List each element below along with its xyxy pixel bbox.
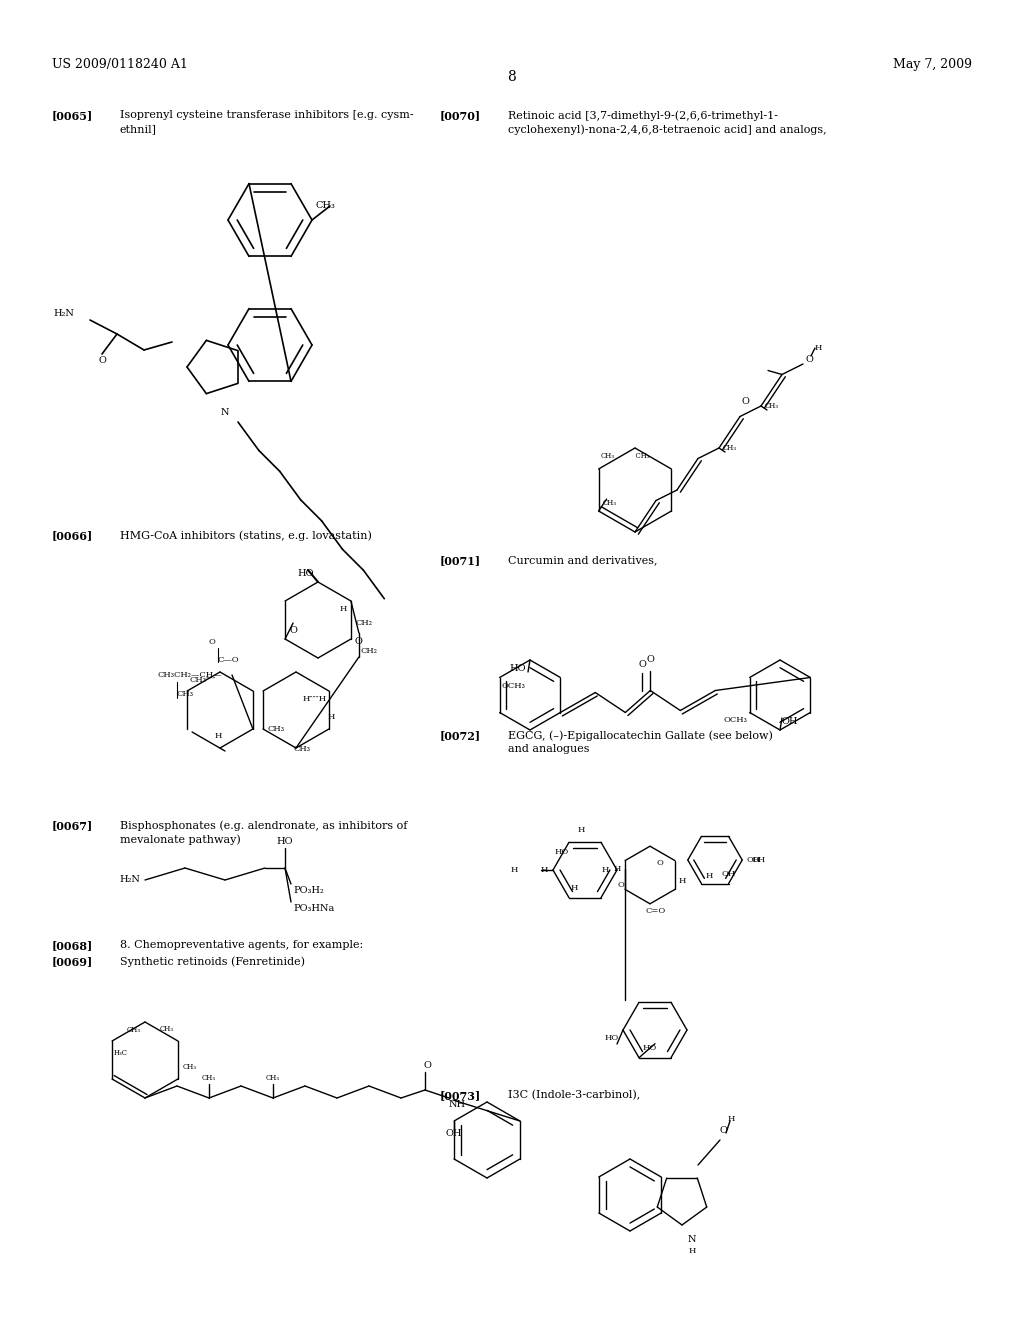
Text: O: O — [638, 660, 646, 669]
Text: N: N — [221, 408, 229, 417]
Text: EGCG, (–)-Epigallocatechin Gallate (see below): EGCG, (–)-Epigallocatechin Gallate (see … — [508, 730, 773, 741]
Text: O: O — [617, 880, 625, 888]
Text: 8: 8 — [508, 70, 516, 84]
Text: OH: OH — [782, 717, 799, 726]
Text: O: O — [98, 356, 105, 366]
Text: cyclohexenyl)-nona-2,4,6,8-tetraenoic acid] and analogs,: cyclohexenyl)-nona-2,4,6,8-tetraenoic ac… — [508, 124, 826, 135]
Text: N: N — [688, 1236, 696, 1243]
Text: CH₃: CH₃ — [266, 1074, 280, 1082]
Text: OCH₃: OCH₃ — [502, 681, 525, 689]
Text: [0065]: [0065] — [52, 110, 93, 121]
Text: H₂N: H₂N — [119, 875, 140, 884]
Text: [0066]: [0066] — [52, 531, 93, 541]
Text: H: H — [688, 1247, 695, 1255]
Text: OH: OH — [445, 1129, 463, 1138]
Text: H: H — [214, 733, 221, 741]
Text: PO₃H₂: PO₃H₂ — [293, 886, 324, 895]
Text: [0071]: [0071] — [440, 554, 481, 566]
Text: CH₃: CH₃ — [127, 1026, 141, 1034]
Text: O: O — [289, 626, 297, 635]
Text: OCH₃: OCH₃ — [724, 717, 748, 725]
Text: H″″″H: H″″″H — [303, 696, 327, 704]
Text: Curcumin and derivatives,: Curcumin and derivatives, — [508, 554, 657, 565]
Text: [0069]: [0069] — [52, 956, 93, 968]
Text: [0072]: [0072] — [440, 730, 481, 741]
Text: H: H — [602, 866, 609, 874]
Text: CH₃: CH₃ — [160, 1026, 174, 1034]
Text: May 7, 2009: May 7, 2009 — [893, 58, 972, 71]
Text: CH₃: CH₃ — [601, 451, 615, 459]
Text: HO: HO — [510, 664, 526, 673]
Text: CH₃: CH₃ — [603, 499, 616, 507]
Text: CH₃: CH₃ — [631, 451, 649, 459]
Text: [0070]: [0070] — [440, 110, 481, 121]
Text: H: H — [613, 865, 622, 873]
Text: C=O: C=O — [645, 907, 666, 915]
Text: H: H — [728, 1115, 735, 1123]
Text: H: H — [578, 826, 585, 834]
Text: Retinoic acid [3,7-dimethyl-9-(2,6,6-trimethyl-1-: Retinoic acid [3,7-dimethyl-9-(2,6,6-tri… — [508, 110, 778, 120]
Text: [0068]: [0068] — [52, 940, 93, 950]
Text: CH₃: CH₃ — [176, 690, 194, 698]
Text: CH₂: CH₂ — [360, 647, 378, 655]
Text: H: H — [340, 605, 347, 612]
Text: mevalonate pathway): mevalonate pathway) — [120, 834, 241, 845]
Text: HO: HO — [555, 849, 569, 857]
Text: OH: OH — [722, 870, 735, 878]
Text: CH₃: CH₃ — [316, 201, 336, 210]
Text: CH₃: CH₃ — [765, 403, 779, 411]
Text: H: H — [679, 878, 686, 886]
Text: CH₃: CH₃ — [293, 744, 310, 752]
Text: CH₂: CH₂ — [356, 619, 373, 627]
Text: O: O — [646, 656, 654, 664]
Text: [0067]: [0067] — [52, 820, 93, 832]
Text: H: H — [571, 883, 579, 892]
Text: HMG-CoA inhibitors (statins, e.g. lovastatin): HMG-CoA inhibitors (statins, e.g. lovast… — [120, 531, 372, 541]
Text: US 2009/0118240 A1: US 2009/0118240 A1 — [52, 58, 187, 71]
Text: H₂N: H₂N — [53, 309, 74, 318]
Text: H: H — [706, 871, 713, 879]
Text: HO: HO — [643, 1044, 657, 1052]
Text: O: O — [805, 355, 813, 364]
Text: Synthetic retinoids (Fenretinide): Synthetic retinoids (Fenretinide) — [120, 956, 305, 966]
Text: H: H — [815, 345, 822, 352]
Text: H: H — [511, 866, 518, 874]
Text: CH₃: CH₃ — [723, 444, 737, 451]
Text: O: O — [423, 1061, 431, 1071]
Text: H: H — [328, 713, 335, 721]
Text: NH: NH — [449, 1100, 466, 1109]
Text: HO: HO — [298, 569, 314, 578]
Text: O: O — [720, 1126, 728, 1135]
Text: O: O — [741, 397, 749, 407]
Text: PO₃HNa: PO₃HNa — [293, 904, 334, 913]
Text: CH₃: CH₃ — [202, 1074, 216, 1082]
Text: ethnil]: ethnil] — [120, 124, 157, 135]
Text: CH₃: CH₃ — [267, 725, 284, 733]
Text: HO: HO — [605, 1034, 618, 1041]
Text: and analogues: and analogues — [508, 744, 590, 754]
Text: CH₃CH₂—CH—: CH₃CH₂—CH— — [158, 671, 222, 678]
Text: C—O: C—O — [218, 656, 240, 664]
Text: O: O — [355, 636, 362, 645]
Text: [0073]: [0073] — [440, 1090, 481, 1101]
Text: Isoprenyl cysteine transferase inhibitors [e.g. cysm-: Isoprenyl cysteine transferase inhibitor… — [120, 110, 414, 120]
Text: O: O — [209, 638, 215, 645]
Text: O: O — [656, 858, 663, 867]
Text: Bisphosphonates (e.g. alendronate, as inhibitors of: Bisphosphonates (e.g. alendronate, as in… — [120, 820, 408, 830]
Text: CH₃: CH₃ — [183, 1063, 197, 1071]
Text: OH: OH — [746, 855, 761, 865]
Text: I3C (Indole-3-carbinol),: I3C (Indole-3-carbinol), — [508, 1090, 640, 1101]
Text: HO: HO — [276, 837, 293, 846]
Text: OH: OH — [752, 855, 766, 865]
Text: H₃C: H₃C — [114, 1049, 128, 1057]
Text: H: H — [541, 866, 548, 874]
Text: 8. Chemopreventative agents, for example:: 8. Chemopreventative agents, for example… — [120, 940, 364, 950]
Text: CH₃″″″: CH₃″″″ — [189, 676, 216, 684]
